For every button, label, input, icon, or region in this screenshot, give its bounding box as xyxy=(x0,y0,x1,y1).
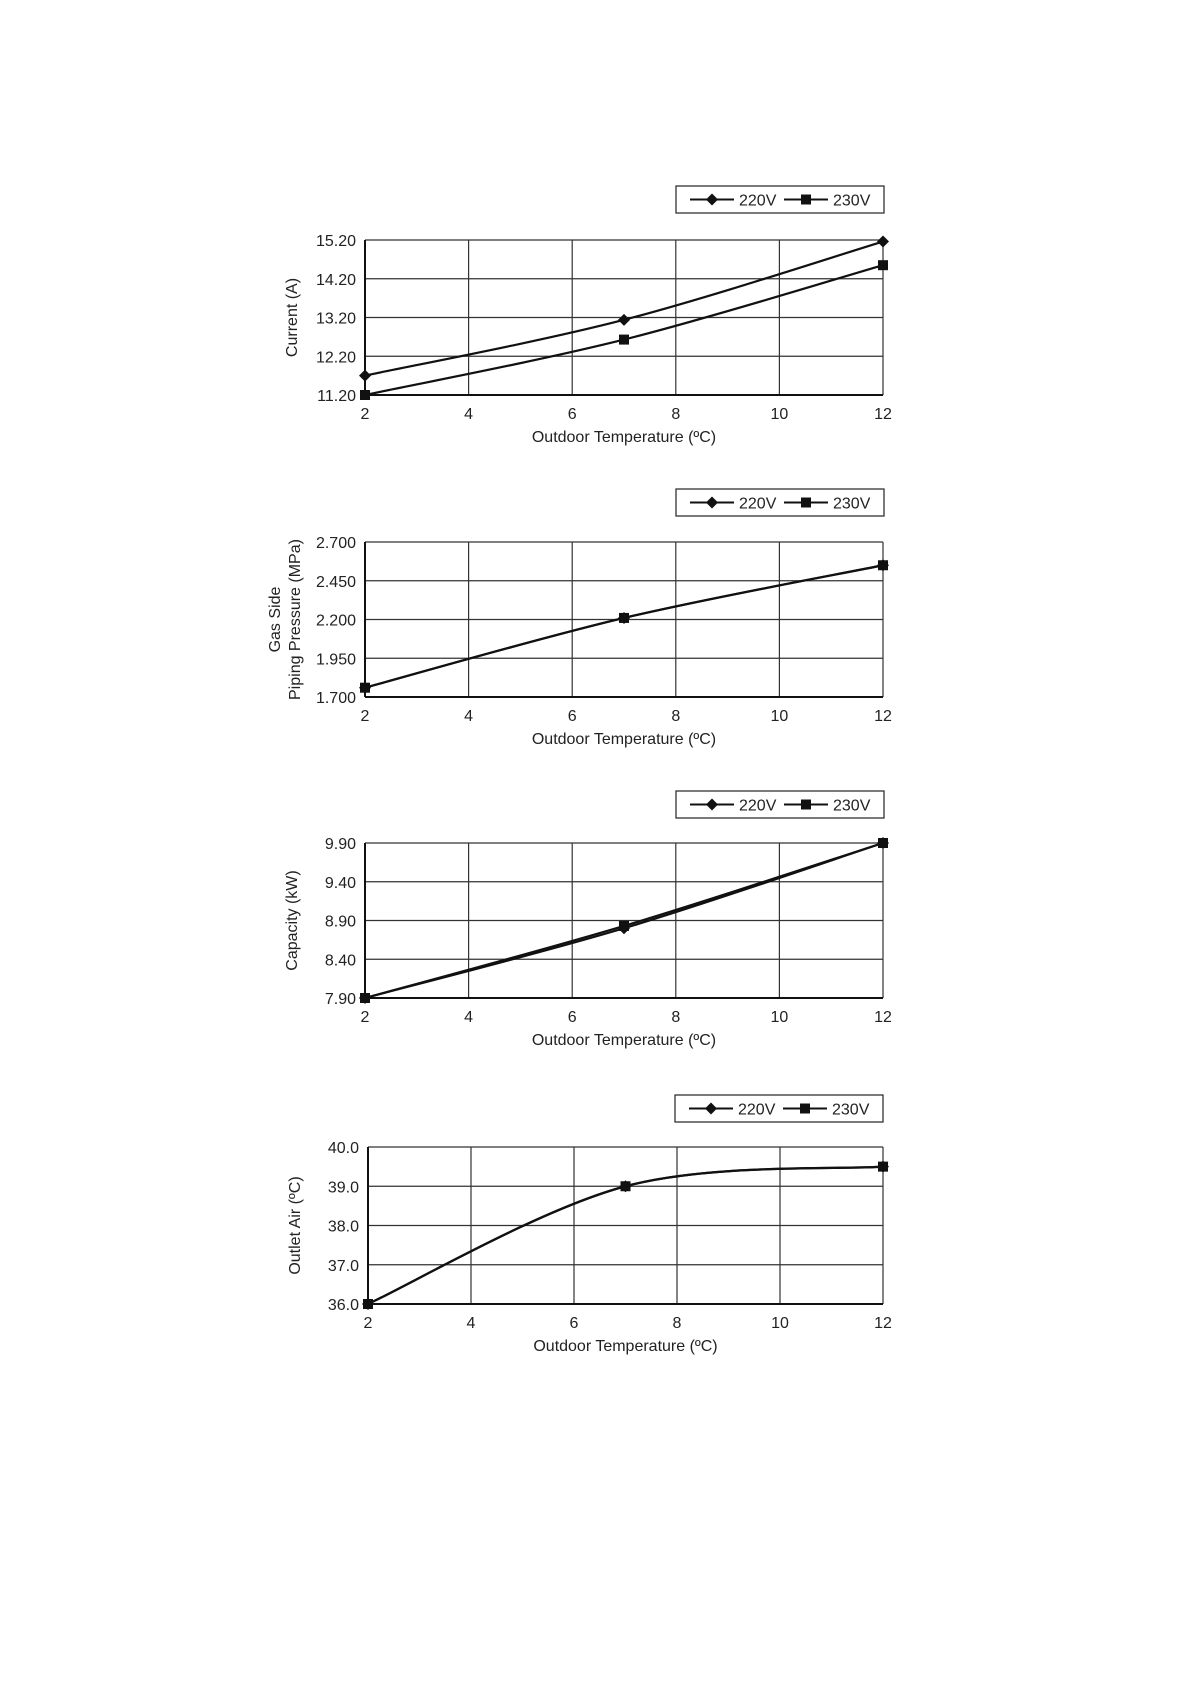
data-point-230V xyxy=(360,682,370,693)
y-axis-label: Capacity (kW) xyxy=(284,870,301,970)
x-tick-label: 2 xyxy=(361,708,370,725)
x-tick-label: 6 xyxy=(568,1009,577,1026)
y-axis-label: Current (A) xyxy=(284,278,301,357)
y-tick-label: 2.200 xyxy=(316,613,356,630)
data-point-230V xyxy=(619,920,629,931)
x-axis-label: Outdoor Temperature (ºC) xyxy=(532,429,716,446)
data-point-220V xyxy=(618,313,630,326)
x-tick-label: 6 xyxy=(568,708,577,725)
legend-label-230V: 230V xyxy=(833,193,871,210)
y-tick-label: 12.20 xyxy=(316,349,356,366)
y-tick-label: 38.0 xyxy=(328,1219,359,1236)
series-line-220V xyxy=(364,240,884,377)
legend-box xyxy=(675,790,885,819)
legend: 220V 230V xyxy=(675,488,885,517)
y-tick-label: 9.40 xyxy=(325,875,356,892)
data-point-230V xyxy=(878,838,888,848)
data-point-230V xyxy=(878,260,888,271)
data-point-230V xyxy=(619,612,629,623)
y-tick-label: 7.90 xyxy=(325,991,356,1008)
y-tick-label: 13.20 xyxy=(316,311,356,328)
legend-marker-230V xyxy=(801,799,811,810)
x-tick-label: 8 xyxy=(671,1009,680,1026)
series-line-230V xyxy=(364,564,884,689)
legend-marker-220V xyxy=(706,496,718,509)
series-line-230V xyxy=(364,264,884,397)
y-tick-label: 39.0 xyxy=(328,1179,359,1196)
y-axis-label: Gas Side xyxy=(267,586,284,652)
data-point-230V xyxy=(360,390,370,400)
y-axis-label: Piping Pressure (MPa) xyxy=(287,539,304,700)
legend-marker-220V xyxy=(706,193,718,206)
x-tick-label: 4 xyxy=(467,1315,476,1332)
x-tick-label: 4 xyxy=(464,708,473,725)
y-tick-label: 9.90 xyxy=(325,836,356,853)
x-tick-label: 12 xyxy=(874,406,892,423)
chart-2: 1.700 1.950 2.200 2.450 2.700 2 4 6 8 10 12 Outdoor… xyxy=(267,488,892,748)
y-tick-label: 14.20 xyxy=(316,272,356,289)
y-tick-label: 11.20 xyxy=(317,388,356,405)
x-tick-label: 2 xyxy=(361,406,370,423)
x-tick-label: 8 xyxy=(673,1315,682,1332)
data-point-230V xyxy=(360,993,370,1003)
x-tick-label: 8 xyxy=(671,406,680,423)
x-tick-label: 10 xyxy=(771,1009,789,1026)
legend-label-220V: 220V xyxy=(739,193,777,210)
data-point-230V xyxy=(619,334,629,345)
x-tick-label: 2 xyxy=(364,1315,373,1332)
x-axis-label: Outdoor Temperature (ºC) xyxy=(532,1032,716,1049)
series-line-220V xyxy=(364,564,884,689)
x-tick-label: 4 xyxy=(464,406,473,423)
legend-marker-220V xyxy=(705,1102,717,1115)
legend-label-220V: 220V xyxy=(738,1102,776,1119)
legend-marker-230V xyxy=(801,497,811,508)
data-point-230V xyxy=(620,1181,631,1192)
chart-4: 36.0 37.0 38.0 39.0 40.0 2 4 6 8 10 12 Outdoor Temp… xyxy=(287,1094,892,1355)
chart-3: 7.90 8.40 8.90 9.40 9.90 2 4 6 8 10 12 Outdoor Temp… xyxy=(284,790,892,1049)
x-tick-label: 6 xyxy=(568,406,577,423)
y-tick-label: 2.700 xyxy=(316,535,356,552)
legend-marker-230V xyxy=(800,1103,810,1114)
y-tick-label: 15.20 xyxy=(316,233,356,250)
legend-marker-230V xyxy=(801,194,811,205)
x-tick-label: 10 xyxy=(771,708,789,725)
y-tick-label: 1.950 xyxy=(316,651,356,668)
x-tick-label: 10 xyxy=(771,406,789,423)
x-axis-label: Outdoor Temperature (ºC) xyxy=(533,1338,717,1355)
data-point-220V xyxy=(877,235,889,248)
legend: 220V 230V xyxy=(674,1094,884,1123)
y-tick-label: 8.40 xyxy=(325,952,356,969)
legend-marker-220V xyxy=(706,798,718,811)
chart-1: 11.20 12.20 13.20 14.20 15.20 2 4 6 8 10 12 Outdoor… xyxy=(284,185,892,446)
data-point-220V xyxy=(359,369,371,382)
x-tick-label: 12 xyxy=(874,1009,892,1026)
data-point-230V xyxy=(878,1161,888,1172)
x-tick-label: 12 xyxy=(874,1315,892,1332)
legend: 220V 230V xyxy=(675,185,885,214)
y-tick-label: 2.450 xyxy=(316,574,356,591)
legend-label-230V: 230V xyxy=(833,496,871,513)
y-tick-label: 36.0 xyxy=(328,1297,359,1314)
y-tick-label: 37.0 xyxy=(328,1258,359,1275)
y-tick-label: 1.700 xyxy=(316,690,356,707)
x-tick-label: 6 xyxy=(570,1315,579,1332)
x-tick-label: 4 xyxy=(464,1009,473,1026)
legend-label-230V: 230V xyxy=(832,1102,870,1119)
legend-label-220V: 220V xyxy=(739,798,777,815)
data-point-230V xyxy=(878,560,888,571)
x-axis-label: Outdoor Temperature (ºC) xyxy=(532,731,716,748)
y-tick-label: 8.90 xyxy=(325,914,356,931)
x-tick-label: 12 xyxy=(874,708,892,725)
y-axis-label: Outlet Air (ºC) xyxy=(287,1176,304,1274)
legend-label-220V: 220V xyxy=(739,496,777,513)
x-tick-label: 2 xyxy=(361,1009,370,1026)
x-tick-label: 8 xyxy=(671,708,680,725)
legend: 220V 230V xyxy=(675,790,885,819)
data-point-230V xyxy=(363,1299,373,1309)
y-tick-label: 40.0 xyxy=(328,1140,359,1157)
legend-label-230V: 230V xyxy=(833,798,871,815)
x-tick-label: 10 xyxy=(771,1315,789,1332)
